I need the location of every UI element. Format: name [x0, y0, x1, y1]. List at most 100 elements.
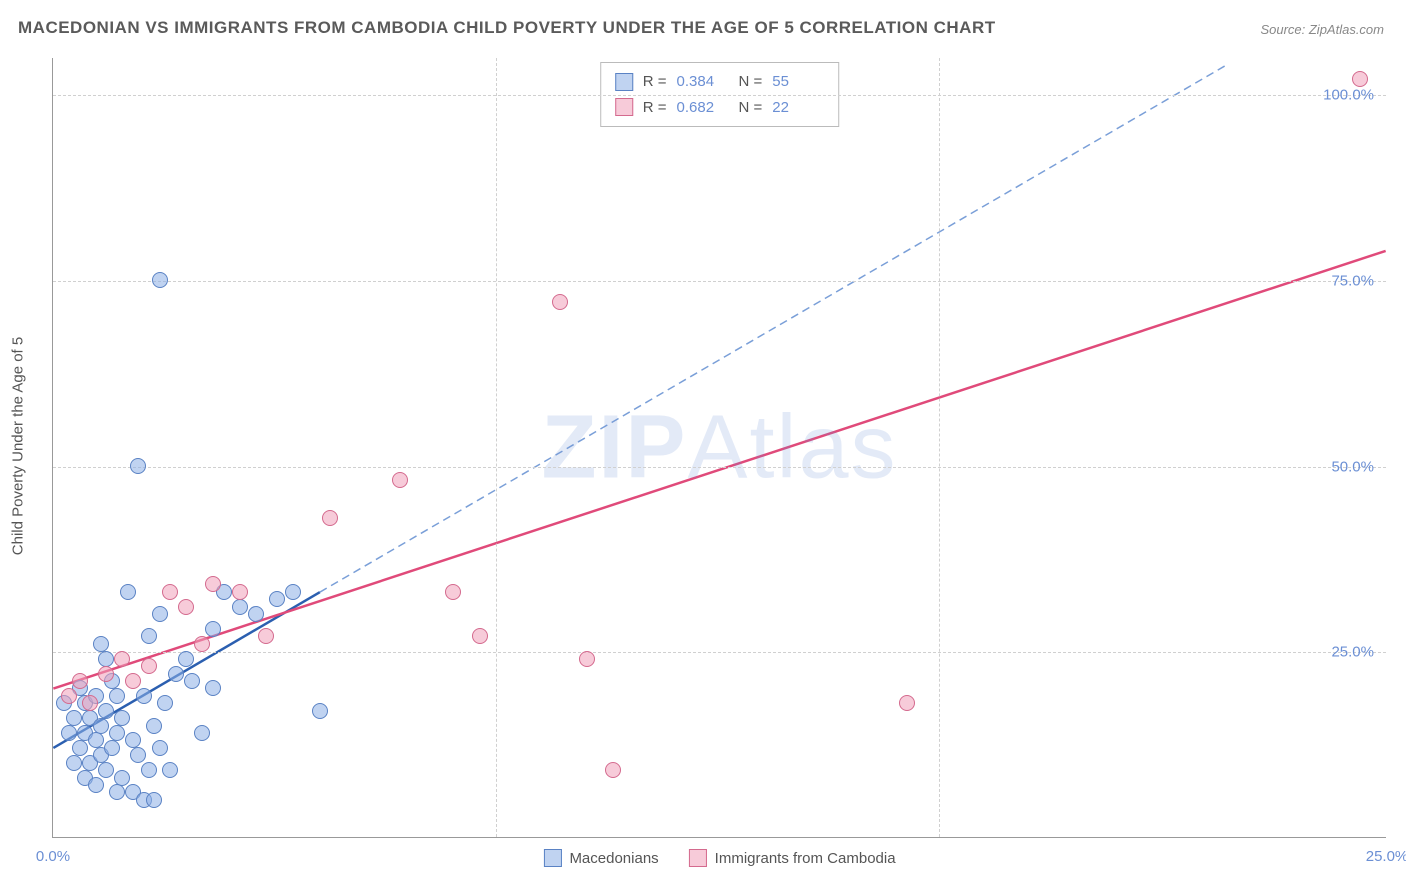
- scatter-point: [152, 272, 168, 288]
- watermark-bold: ZIP: [541, 397, 687, 497]
- r-value: 0.384: [677, 69, 729, 95]
- scatter-point: [1352, 71, 1368, 87]
- gridline-horizontal: [53, 652, 1386, 653]
- scatter-point: [72, 673, 88, 689]
- scatter-point: [157, 695, 173, 711]
- scatter-point: [98, 762, 114, 778]
- scatter-point: [114, 770, 130, 786]
- scatter-point: [194, 725, 210, 741]
- scatter-point: [312, 703, 328, 719]
- watermark-rest: Atlas: [687, 397, 897, 497]
- scatter-point: [141, 628, 157, 644]
- r-label: R =: [643, 69, 667, 95]
- scatter-point: [285, 584, 301, 600]
- scatter-point: [93, 636, 109, 652]
- scatter-point: [104, 740, 120, 756]
- stats-row: R = 0.682 N = 22: [615, 95, 825, 121]
- scatter-point: [98, 703, 114, 719]
- scatter-point: [61, 688, 77, 704]
- scatter-point: [88, 777, 104, 793]
- chart-plot-area: ZIPAtlas R =0.384N =55R =0.682N =22 Mace…: [52, 58, 1386, 838]
- scatter-point: [109, 784, 125, 800]
- scatter-point: [114, 710, 130, 726]
- y-tick-label: 25.0%: [1331, 644, 1374, 661]
- n-label: N =: [739, 95, 763, 121]
- scatter-point: [66, 710, 82, 726]
- scatter-point: [162, 584, 178, 600]
- r-value: 0.682: [677, 95, 729, 121]
- scatter-point: [82, 695, 98, 711]
- scatter-point: [205, 680, 221, 696]
- gridline-horizontal: [53, 95, 1386, 96]
- series-legend: Macedonians Immigrants from Cambodia: [543, 849, 895, 867]
- scatter-point: [445, 584, 461, 600]
- source-prefix: Source:: [1260, 22, 1308, 37]
- scatter-point: [322, 510, 338, 526]
- gridline-vertical: [496, 58, 497, 837]
- scatter-point: [205, 621, 221, 637]
- scatter-point: [194, 636, 210, 652]
- gridline-vertical: [939, 58, 940, 837]
- scatter-point: [248, 606, 264, 622]
- scatter-point: [152, 740, 168, 756]
- scatter-point: [72, 740, 88, 756]
- scatter-point: [98, 666, 114, 682]
- x-tick-label: 0.0%: [36, 848, 70, 865]
- legend-label: Immigrants from Cambodia: [715, 850, 896, 867]
- scatter-point: [184, 673, 200, 689]
- scatter-point: [258, 628, 274, 644]
- legend-item: Macedonians: [543, 849, 658, 867]
- scatter-point: [130, 747, 146, 763]
- source-name: ZipAtlas.com: [1309, 22, 1384, 37]
- scatter-point: [125, 732, 141, 748]
- scatter-point: [109, 725, 125, 741]
- scatter-point: [178, 651, 194, 667]
- r-label: R =: [643, 95, 667, 121]
- scatter-point: [93, 718, 109, 734]
- y-tick-label: 50.0%: [1331, 458, 1374, 475]
- n-value: 55: [772, 69, 824, 95]
- scatter-point: [899, 695, 915, 711]
- gridline-horizontal: [53, 281, 1386, 282]
- scatter-point: [141, 658, 157, 674]
- scatter-point: [178, 599, 194, 615]
- x-tick-label: 25.0%: [1366, 848, 1406, 865]
- scatter-point: [109, 688, 125, 704]
- scatter-point: [392, 472, 408, 488]
- y-tick-label: 75.0%: [1331, 272, 1374, 289]
- series-swatch: [615, 73, 633, 91]
- legend-swatch: [689, 849, 707, 867]
- scatter-point: [146, 718, 162, 734]
- scatter-point: [114, 651, 130, 667]
- scatter-point: [579, 651, 595, 667]
- scatter-point: [141, 762, 157, 778]
- series-swatch: [615, 98, 633, 116]
- scatter-point: [205, 576, 221, 592]
- scatter-point: [130, 458, 146, 474]
- n-label: N =: [739, 69, 763, 95]
- stats-row: R = 0.384 N = 55: [615, 69, 825, 95]
- watermark: ZIPAtlas: [541, 396, 897, 499]
- gridline-horizontal: [53, 467, 1386, 468]
- scatter-point: [146, 792, 162, 808]
- scatter-point: [136, 688, 152, 704]
- scatter-point: [552, 294, 568, 310]
- scatter-point: [88, 732, 104, 748]
- scatter-point: [66, 755, 82, 771]
- legend-item: Immigrants from Cambodia: [689, 849, 896, 867]
- scatter-point: [61, 725, 77, 741]
- y-tick-label: 100.0%: [1323, 87, 1374, 104]
- scatter-point: [472, 628, 488, 644]
- scatter-point: [125, 673, 141, 689]
- chart-title: MACEDONIAN VS IMMIGRANTS FROM CAMBODIA C…: [18, 18, 996, 38]
- scatter-point: [605, 762, 621, 778]
- n-value: 22: [772, 95, 824, 121]
- scatter-point: [232, 599, 248, 615]
- scatter-point: [232, 584, 248, 600]
- trend-lines-layer: [53, 58, 1386, 837]
- scatter-point: [269, 591, 285, 607]
- scatter-point: [168, 666, 184, 682]
- source-attribution: Source: ZipAtlas.com: [1260, 22, 1384, 37]
- legend-swatch: [543, 849, 561, 867]
- scatter-point: [98, 651, 114, 667]
